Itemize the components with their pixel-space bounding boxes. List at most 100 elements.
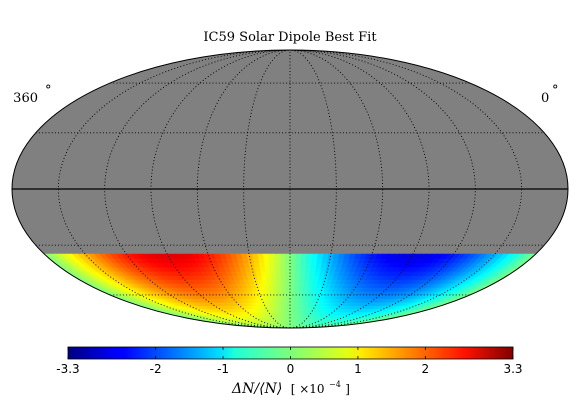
heatmap-cell [294,279,300,284]
heatmap-cell [289,298,295,303]
heatmap-cell [300,253,307,259]
heatmap-cell [268,258,275,264]
heatmap-cell [305,253,313,259]
heatmap-cell [289,279,296,284]
heatmap-cell [304,266,311,272]
heatmap-cell [303,279,310,284]
heatmap-cell [289,290,295,296]
heatmap-cell [321,258,328,264]
heatmap-cell [297,290,303,296]
heatmap-cell [280,287,287,292]
heatmap-cell [314,266,322,272]
heatmap-cell [294,258,302,264]
heatmap-cell [289,301,294,306]
heatmap-cell [280,279,286,284]
heatmap-cell [281,290,287,296]
heatmap-cell [279,270,286,276]
heatmap-cell [289,294,295,299]
colorbar-tick-label: -3.3 [56,362,79,376]
heatmap-cell [289,258,296,264]
meridian-line [196,50,291,328]
heatmap-cell [289,275,296,280]
heatmap-cell [289,270,296,276]
heatmap-cell [297,294,303,299]
lon-label-left-value: 360 [13,91,38,106]
heatmap-cell [294,266,301,272]
heatmap-cell [273,253,280,259]
heatmap-cell [289,283,295,288]
heatmap-cell [295,253,302,259]
lon-label-right-value: 0 [541,91,549,106]
heatmap-cell [289,314,293,319]
heatmap-cell [278,258,286,264]
map-outline [11,49,569,329]
heatmap-cell [284,275,291,280]
lon-label-right: 0 [541,91,549,106]
heatmap-cell [267,253,275,259]
meridian-line [289,50,337,328]
heatmap-cell [285,294,291,299]
heatmap-cell [315,262,322,268]
colorbar-tick-label: 3.3 [503,362,522,376]
colorbar-tick-label: 2 [422,362,430,376]
colorbar-ticks: -3.3 -2 -1 0 1 2 3.3 [56,347,523,376]
heatmap-cell [294,270,301,276]
heatmap-cell [275,275,281,280]
heatmap-cell [286,305,291,310]
heatmap-cell [279,266,286,272]
heatmap-cell [273,262,281,268]
chart-title: IC59 Solar Dipole Best Fit [203,30,377,45]
heatmap-cell [303,275,310,280]
heatmap-cell [289,253,296,259]
map-area [12,50,568,328]
colorbar-label-unit: [ ×10 [291,382,325,396]
heatmap-cell [285,298,291,303]
colorbar-tick-label: -2 [150,362,162,376]
heatmap-cell [315,258,323,264]
heatmap-cell [289,305,294,310]
heatmap-cell [321,253,329,259]
heatmap-cell [293,287,300,292]
colorbar-label: ΔN/⟨N⟩ [ ×10 −4 ] [231,375,350,397]
heatmap-cell [285,283,291,288]
heatmap-cell [294,262,301,268]
colorbar-tick-label: -1 [217,362,229,376]
colorbar-label-main: ΔN/⟨N⟩ [231,381,282,397]
heatmap-cell [308,275,315,280]
heatmap-cell [285,290,291,296]
heatmap-cell [305,258,312,264]
heatmap-cell [256,253,264,259]
heatmap-cell [285,287,291,292]
heatmap-cell [310,258,318,264]
heatmap-cell [289,266,296,272]
heatmap-cell [286,301,291,306]
heatmap-cell [289,287,295,292]
heatmap-cell [310,262,317,268]
heatmap-cell [262,253,269,259]
heatmap-cell [311,253,318,259]
heatmap-cell [309,270,316,276]
colorbar-label-close: ] [345,382,350,396]
colorbar-tick-label: 1 [354,362,362,376]
lon-label-right-degree: ° [552,83,559,98]
heatmap-cell [274,270,281,276]
heatmap-cell [269,270,276,276]
heatmap-cell [275,279,282,284]
heatmap-cell [284,266,291,272]
heatmap-cell [299,266,306,272]
heatmap-cell [302,283,309,288]
colorbar-tick-label: 0 [287,362,295,376]
colorbar-label-exp: −4 [329,380,341,389]
heatmap-cell [284,253,291,259]
heatmap-cells [43,253,537,328]
heatmap-cell [298,283,304,288]
lon-label-left: 360 [13,91,38,106]
heatmap-cell [309,266,316,272]
heatmap-cell [274,266,281,272]
heatmap-cell [263,262,270,268]
heatmap-cell [316,253,324,259]
heatmap-cell [304,270,311,276]
heatmap-cell [300,258,307,264]
heatmap-cell [262,258,270,264]
heatmap-cell [284,258,291,264]
